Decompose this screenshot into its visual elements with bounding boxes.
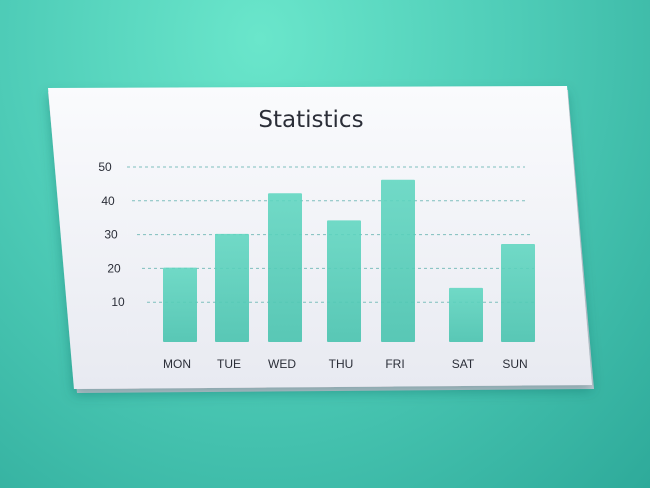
y-tick-label: 20 <box>107 261 121 275</box>
bar-mon <box>163 267 197 342</box>
bar-thu <box>327 220 361 342</box>
y-tick-label: 10 <box>111 295 125 309</box>
bar-sat <box>449 287 483 342</box>
y-tick-label: 30 <box>104 228 118 242</box>
x-tick-label: WED <box>268 357 296 371</box>
x-tick-label: TUE <box>217 357 241 371</box>
bars <box>163 179 535 342</box>
y-tick-label: 40 <box>101 194 115 208</box>
bar-fri <box>381 179 415 342</box>
chart-title: Statistics <box>258 107 363 133</box>
x-tick-label: SAT <box>452 357 475 371</box>
x-axis-ticks: MON TUE WED THU FRI SAT SUN <box>163 357 528 371</box>
x-tick-label: FRI <box>385 357 404 371</box>
bar-sun <box>501 243 535 342</box>
x-tick-label: THU <box>329 357 354 371</box>
y-tick-label: 50 <box>98 160 112 174</box>
bar-tue <box>215 233 249 342</box>
x-tick-label: SUN <box>502 357 527 371</box>
x-tick-label: MON <box>163 357 191 371</box>
y-axis-ticks: 10 20 30 40 50 <box>98 160 125 309</box>
bar-wed <box>268 193 302 342</box>
